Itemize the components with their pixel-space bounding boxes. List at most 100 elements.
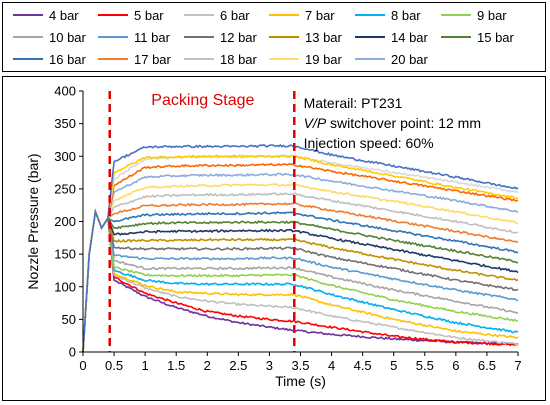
x-axis-title: Time (s): [275, 373, 326, 389]
plot-area: Packing Stage Materail: PT231 V/P switchov…: [2, 76, 546, 401]
legend-label: 16 bar: [49, 51, 86, 67]
series-line-5: [82, 208, 519, 353]
legend-swatch: [184, 36, 214, 38]
series-line-2: [82, 208, 519, 353]
legend-swatch: [355, 58, 385, 60]
legend-label: 20 bar: [391, 51, 428, 67]
legend-item: 4 bar: [13, 7, 79, 23]
legend-swatch: [441, 36, 471, 38]
legend-label: 15 bar: [477, 29, 514, 45]
legend-item: 15 bar: [441, 29, 514, 45]
y-tick-label: 50: [62, 312, 76, 327]
legend-item: 9 bar: [441, 7, 507, 23]
legend-label: 7 bar: [305, 7, 335, 23]
legend-item: 18 bar: [184, 51, 257, 67]
y-tick-label: 300: [54, 149, 76, 164]
legend-label: 14 bar: [391, 29, 428, 45]
x-tick-label: 6.5: [478, 358, 496, 373]
legend-swatch: [269, 58, 299, 60]
series-line-16: [82, 183, 519, 353]
y-tick-label: 100: [54, 279, 76, 294]
x-tick-label: 3: [266, 358, 273, 373]
x-tick-label: 1.5: [167, 358, 185, 373]
legend-label: 17 bar: [134, 51, 171, 67]
series-line-20: [82, 154, 519, 353]
legend-swatch: [13, 36, 43, 38]
legend-item: 13 bar: [269, 29, 342, 45]
legend-swatch: [98, 36, 128, 38]
legend-swatch: [13, 58, 43, 60]
legend-swatch: [184, 14, 214, 16]
legend-label: 19 bar: [305, 51, 342, 67]
y-tick-label: 250: [54, 181, 76, 196]
series-line-12: [82, 208, 519, 353]
legend-item: 11 bar: [98, 29, 170, 45]
series-line-15: [82, 192, 519, 353]
series-line-10: [82, 208, 519, 353]
legend-label: 5 bar: [134, 7, 164, 23]
series-line-7: [82, 208, 519, 353]
y-tick-label: 200: [54, 214, 76, 229]
legend-label: 4 bar: [49, 7, 79, 23]
legend-item: 6 bar: [184, 7, 250, 23]
series-line-18: [82, 162, 519, 353]
series-line-1: [82, 208, 519, 353]
legend-label: 18 bar: [220, 51, 257, 67]
x-tick-label: 1: [142, 358, 149, 373]
series-line-8: [82, 208, 519, 353]
series-line-13: [82, 208, 519, 353]
annotation-line-3: Injection speed: 60%: [304, 135, 434, 151]
x-tick-label: 0: [79, 358, 86, 373]
legend-swatch: [269, 14, 299, 16]
legend-swatch: [98, 58, 128, 60]
y-tick-label: 400: [54, 84, 76, 99]
x-tick-label: 6: [452, 358, 459, 373]
series-line-14: [82, 202, 519, 353]
x-tick-label: 2: [204, 358, 211, 373]
legend-swatch: [355, 36, 385, 38]
x-tick-label: 3.5: [291, 358, 309, 373]
legend-item: 8 bar: [355, 7, 421, 23]
legend-item: 10 bar: [13, 29, 86, 45]
legend-label: 12 bar: [220, 29, 257, 45]
packing-stage-label: Packing Stage: [151, 92, 254, 109]
x-tick-label: 4: [328, 358, 335, 373]
x-tick-label: 5.5: [416, 358, 434, 373]
legend-item: 19 bar: [269, 51, 342, 67]
legend-item: 17 bar: [98, 51, 171, 67]
legend-item: 5 bar: [98, 7, 164, 23]
series-line-9: [82, 208, 519, 353]
series-line-6: [82, 208, 519, 353]
series-line-3: [82, 208, 519, 353]
series-line-4: [82, 208, 519, 353]
series-line-11: [82, 208, 519, 353]
legend-swatch: [441, 14, 471, 16]
x-tick-label: 5: [390, 358, 397, 373]
series-line-17: [82, 172, 519, 353]
series-line-21: [82, 143, 519, 353]
legend-swatch: [98, 14, 128, 16]
legend-item: 7 bar: [269, 7, 335, 23]
legend-label: 13 bar: [305, 29, 342, 45]
legend-swatch: [184, 58, 214, 60]
legend-item: 16 bar: [13, 51, 86, 67]
legend-label: 10 bar: [49, 29, 86, 45]
annotation-line-2: V/P switchover point: 12 mm: [304, 115, 481, 131]
legend-label: 11 bar: [134, 29, 170, 45]
legend-label: 6 bar: [220, 7, 250, 23]
legend-item: 12 bar: [184, 29, 257, 45]
legend-swatch: [355, 14, 385, 16]
line-chart: Packing Stage Materail: PT231 V/P switchov…: [25, 84, 522, 390]
x-tick-label: 2.5: [229, 358, 247, 373]
y-tick-label: 150: [54, 247, 76, 262]
x-tick-label: 0.5: [105, 358, 123, 373]
legend-item: 14 bar: [355, 29, 428, 45]
legend-label: 9 bar: [477, 7, 507, 23]
legend-label: 8 bar: [391, 7, 421, 23]
x-tick-label: 7: [514, 358, 521, 373]
legend-swatch: [269, 36, 299, 38]
legend-swatch: [13, 14, 43, 16]
legend-item: 20 bar: [355, 51, 428, 67]
legend: 4 bar 5 bar 6 bar 7 bar 8 bar 9 bar 10 bar 11 b…: [2, 2, 546, 72]
x-tick-label: 4.5: [354, 358, 372, 373]
